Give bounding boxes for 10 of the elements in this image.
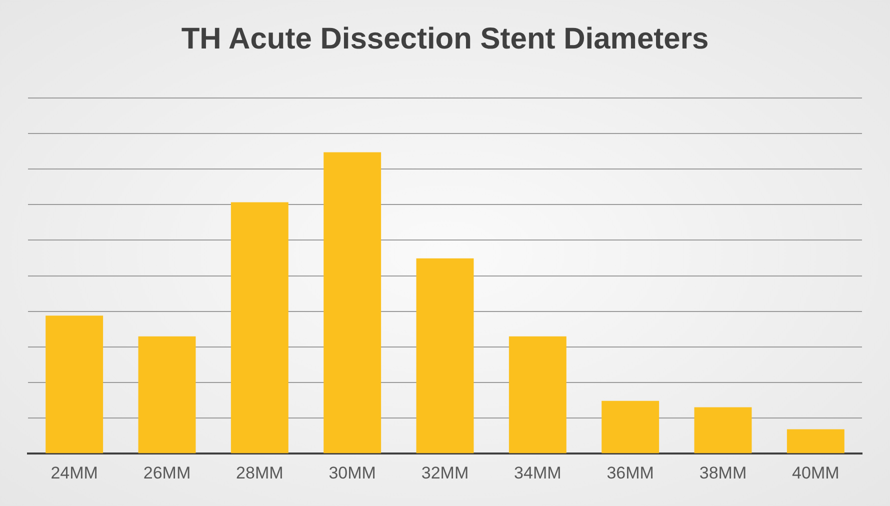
x-tick-label: 28MM [236,463,284,482]
x-tick-label: 32MM [421,463,469,482]
x-tick-label: 34MM [514,463,562,482]
x-tick-label: 30MM [328,463,376,482]
x-tick-label: 26MM [143,463,191,482]
x-tick-label: 24MM [50,463,98,482]
chart-title: TH Acute Dissection Stent Diameters [181,22,709,56]
x-tick-label: 40MM [792,463,840,482]
x-tick-label: 38MM [699,463,747,482]
x-tick-label: 36MM [606,463,654,482]
